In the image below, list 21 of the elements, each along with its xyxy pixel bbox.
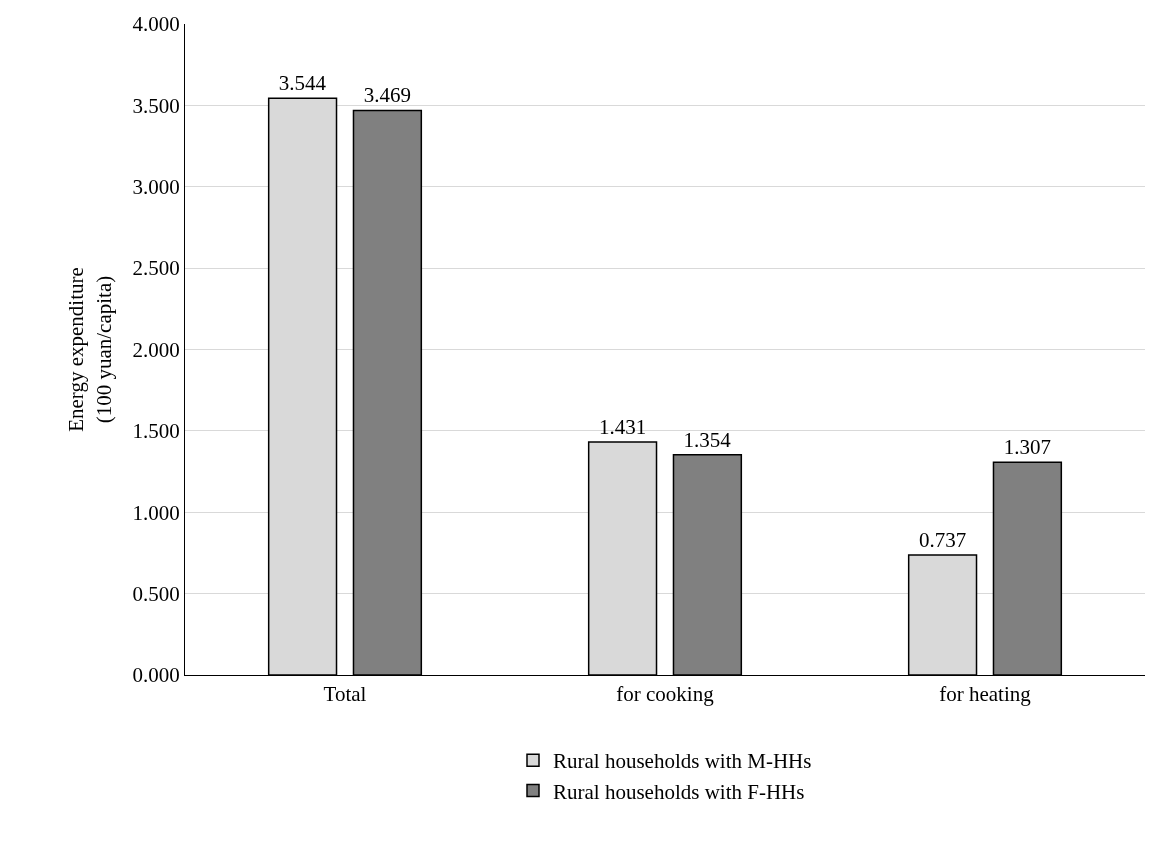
x-tick-label: for heating: [939, 682, 1032, 707]
y-tick-label: 1.500: [132, 419, 180, 444]
y-tick-label: 3.000: [132, 175, 180, 200]
y-tick-label: 3.500: [132, 93, 180, 118]
y-axis-title: Energy expenditure (100 yuan/capita): [64, 267, 116, 432]
data-label: 0.737: [918, 528, 967, 553]
y-tick-label: 0.000: [132, 663, 180, 688]
data-label: 1.431: [598, 415, 647, 440]
data-label: 1.307: [1003, 435, 1052, 460]
y-tick-label: 2.000: [132, 337, 180, 362]
data-label: 3.469: [363, 83, 412, 108]
legend-label: Rural households with F-HHs: [553, 779, 805, 804]
data-label: 3.544: [278, 71, 327, 96]
y-tick-label: 1.000: [132, 500, 180, 525]
x-tick-label: for cooking: [616, 682, 715, 707]
y-tick-label: 4.000: [132, 12, 180, 37]
y-tick-label: 2.500: [132, 256, 180, 281]
x-tick-label: Total: [323, 682, 367, 707]
y-tick-label: 0.500: [132, 581, 180, 606]
data-label: 1.354: [683, 427, 732, 452]
legend-label: Rural households with M-HHs: [553, 749, 812, 774]
